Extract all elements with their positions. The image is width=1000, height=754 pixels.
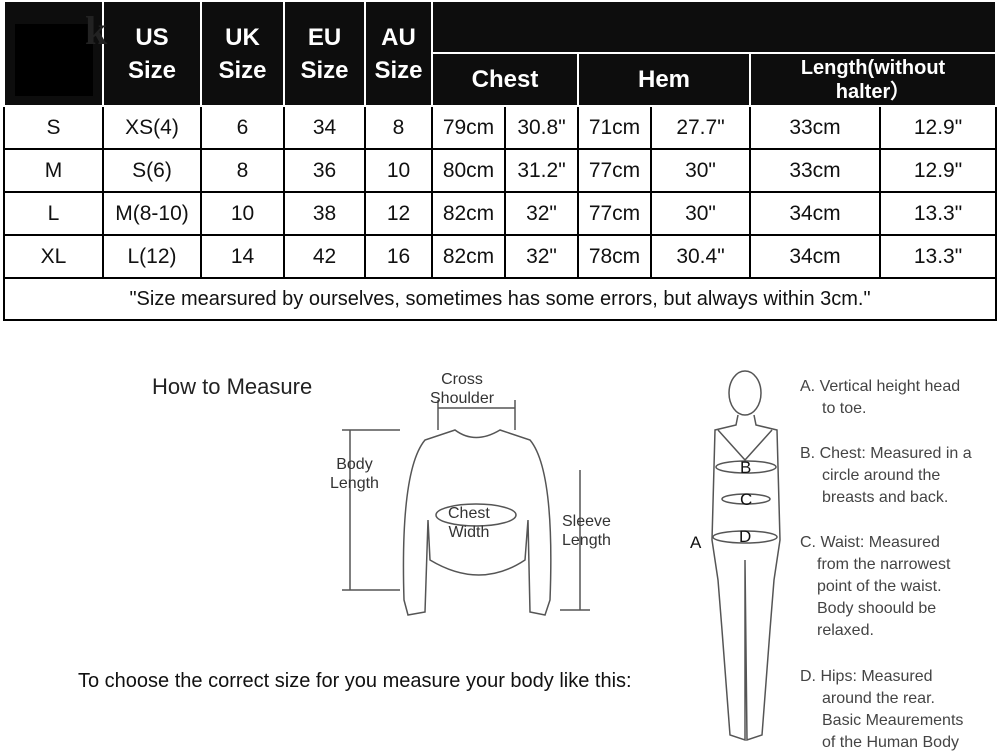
table-cell: XL: [3, 234, 104, 279]
table-cell: S: [3, 105, 104, 150]
body-label-c: C: [740, 490, 753, 509]
table-cell: 38: [283, 191, 366, 236]
table-cell: L(12): [102, 234, 202, 279]
table-cell: 77cm: [577, 191, 652, 236]
table-cell: 12.9": [878, 148, 998, 193]
table-cell: M(8-10): [102, 191, 202, 236]
table-cell: 13.3": [878, 234, 998, 279]
table-cell: 80cm: [431, 148, 506, 193]
table-cell: 14: [200, 234, 285, 279]
table-cell: 13.3": [878, 191, 998, 236]
table-row: XL L(12) 14 42 16 82cm 32" 78cm 30.4" 34cm 13.3": [3, 234, 998, 279]
table-cell: 12.9": [878, 105, 998, 150]
header-blank: [430, 0, 998, 54]
table-cell: 33cm: [749, 148, 881, 193]
description-b: B. Chest: Measured in a circle around the…: [800, 445, 972, 506]
cross-shoulder-label: Cross Shoulder: [430, 371, 495, 407]
table-cell: 34: [283, 105, 366, 150]
table-cell: 6: [200, 105, 285, 150]
table-cell: 32": [504, 234, 579, 279]
description-c: C. Waist: Measured from the narrowest poin…: [800, 534, 951, 639]
table-cell: 30": [650, 191, 751, 236]
table-cell: 30.8": [504, 105, 579, 150]
table-cell: 33cm: [749, 105, 881, 150]
header-us-size: US Size: [102, 0, 202, 107]
table-cell: 16: [364, 234, 433, 279]
table-cell: 36: [283, 148, 366, 193]
body-length-label: Body Length: [330, 456, 379, 492]
header-au-size: AU Size: [364, 0, 433, 107]
table-cell: 8: [364, 105, 433, 150]
table-cell: XS(4): [102, 105, 202, 150]
table-cell: M: [3, 148, 104, 193]
sleeve-length-label: Sleeve Length: [562, 513, 611, 549]
table-cell: 34cm: [749, 234, 881, 279]
choose-size-instruction: To choose the correct size for you measu…: [78, 670, 632, 692]
table-cell: 27.7": [650, 105, 751, 150]
how-to-measure-title: How to Measure: [152, 374, 313, 399]
table-cell: 8: [200, 148, 285, 193]
table-cell: 34cm: [749, 191, 881, 236]
header-hem: Hem: [577, 52, 751, 107]
body-figure-illustration: [711, 370, 781, 742]
measurement-note: "Size mearsured by ourselves, sometimes …: [2, 277, 998, 321]
table-cell: 10: [200, 191, 285, 236]
size-chart-table: k US Size UK Size EU Size AU Size Chest Hem …: [2, 0, 998, 321]
table-cell: 42: [283, 234, 366, 279]
table-cell: L: [3, 191, 104, 236]
header-length: Length(without halter）: [748, 52, 998, 107]
header-eu-size: EU Size: [283, 0, 366, 107]
header-chest: Chest: [431, 52, 579, 107]
table-cell: 79cm: [431, 105, 506, 150]
table-cell: 82cm: [431, 234, 506, 279]
table-row: M S(6) 8 36 10 80cm 31.2" 77cm 30" 33cm 12.9": [3, 148, 998, 193]
brand-logo: k: [5, 4, 107, 104]
table-row: L M(8-10) 10 38 12 82cm 32" 77cm 30" 34cm 13.3": [3, 191, 998, 236]
table-cell: 78cm: [577, 234, 652, 279]
description-a: A. Vertical height head to toe.: [800, 378, 961, 417]
table-cell: S(6): [102, 148, 202, 193]
table-cell: 71cm: [577, 105, 652, 150]
table-cell: 77cm: [577, 148, 652, 193]
body-label-d: D: [739, 527, 752, 546]
body-label-a: A: [690, 533, 702, 552]
table-cell: 10: [364, 148, 433, 193]
body-label-b: B: [740, 458, 752, 477]
table-cell: 32": [504, 191, 579, 236]
sweater-illustration: [342, 400, 590, 616]
table-row: S XS(4) 6 34 8 79cm 30.8" 71cm 27.7" 33cm 12.9": [3, 105, 998, 150]
table-cell: 12: [364, 191, 433, 236]
table-cell: 31.2": [504, 148, 579, 193]
header-uk-size: UK Size: [200, 0, 285, 107]
table-cell: 30": [650, 148, 751, 193]
description-d: D. Hips: Measured around the rear. Basic M…: [800, 668, 964, 751]
chest-width-label: Chest Width: [448, 505, 490, 541]
logo-cell: k: [3, 0, 107, 107]
table-cell: 30.4": [650, 234, 751, 279]
table-cell: 82cm: [431, 191, 506, 236]
